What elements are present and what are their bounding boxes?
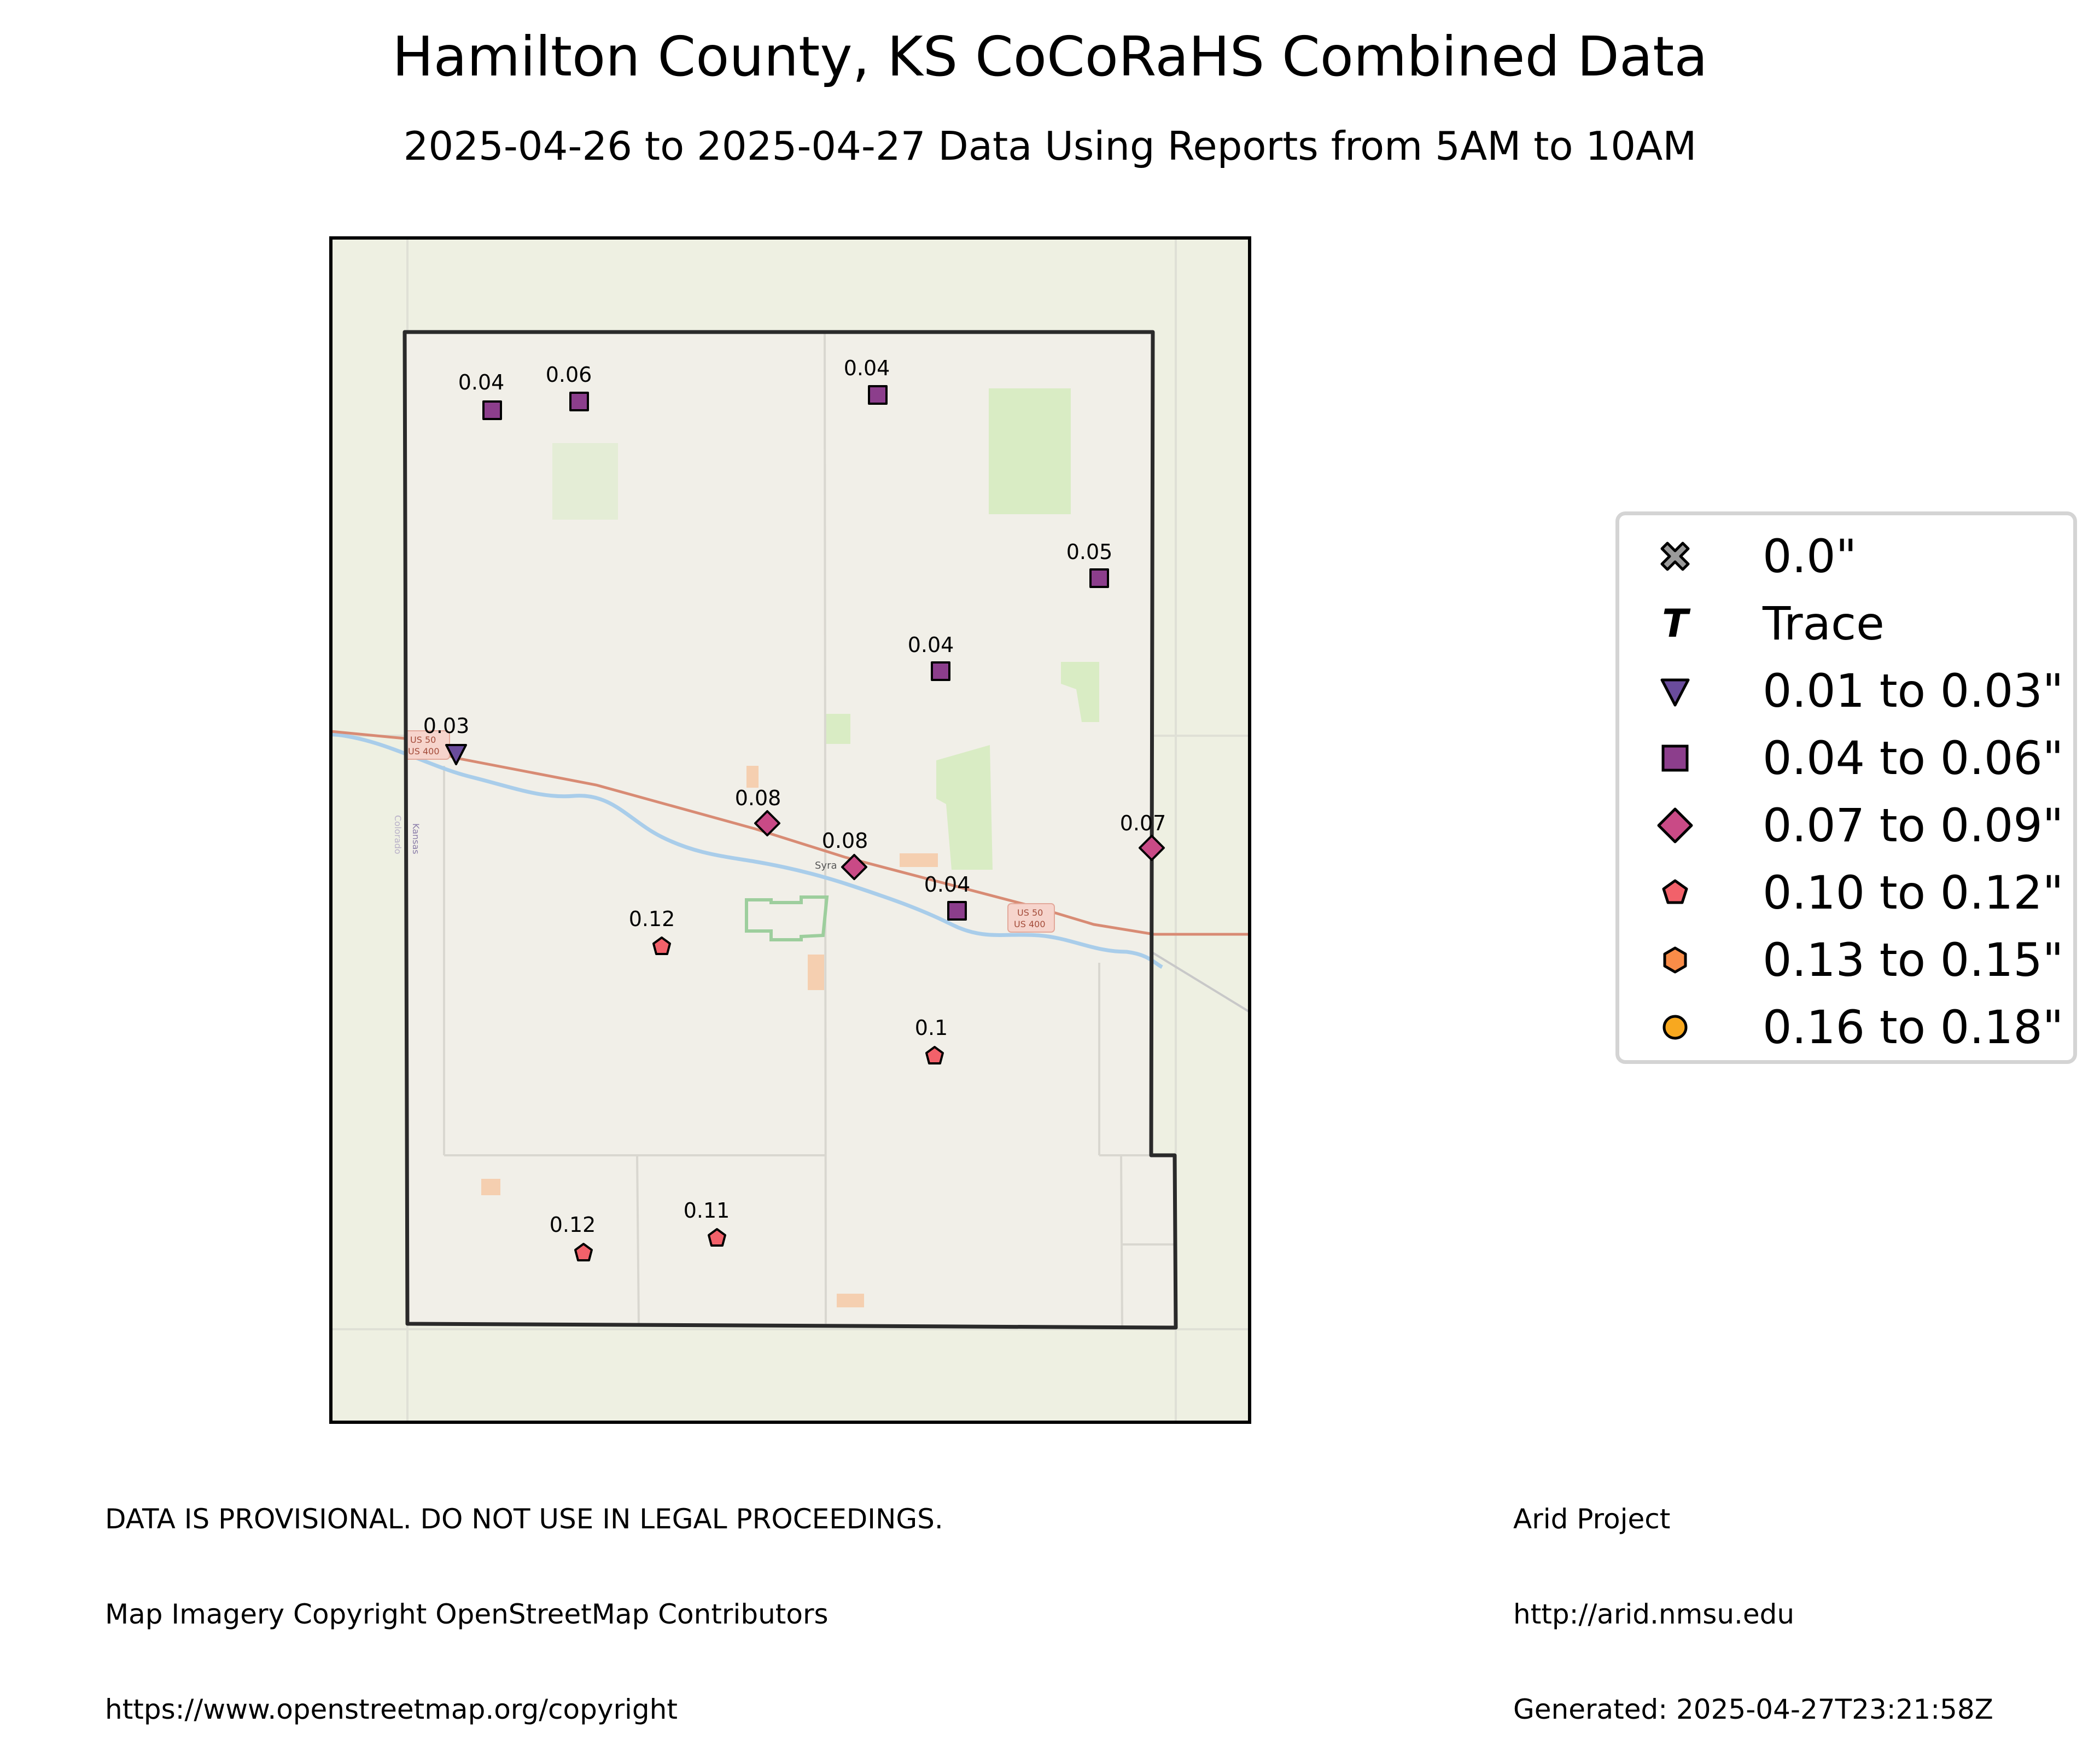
station-4-marker[interactable] (931, 661, 950, 681)
highway-shield-east-line-2: US 400 (1014, 919, 1046, 929)
station-11-marker[interactable] (925, 1046, 944, 1064)
station-5-label: 0.03 (423, 714, 470, 738)
trace-t-icon: T (1662, 602, 1691, 645)
highway-shield-east: US 50 US 400 (1007, 903, 1055, 933)
township-lines (443, 331, 1176, 1328)
legend-label-004-006: 0.04 to 0.06" (1763, 731, 2064, 785)
station-2-marker[interactable] (868, 385, 888, 405)
pentagon-marker-icon (1662, 879, 1688, 904)
county-area (405, 332, 1176, 1328)
legend-label-010-012: 0.10 to 0.12" (1763, 866, 2064, 920)
legend-item-010-012: 0.10 to 0.12" (1619, 863, 2073, 923)
station-7-marker[interactable] (841, 854, 867, 880)
highway-shield-east-line-1: US 50 (1017, 907, 1043, 918)
footer-right-line-1: Arid Project (1513, 1503, 1671, 1535)
footer-left-line-1: DATA IS PROVISIONAL. DO NOT USE IN LEGAL… (105, 1503, 943, 1535)
station-11-label: 0.1 (915, 1016, 948, 1040)
legend-item-016-018: 0.16 to 0.18" (1619, 997, 2073, 1057)
station-12-marker[interactable] (574, 1243, 593, 1261)
state-label-kansas: Kansas (411, 823, 421, 854)
station-4-label: 0.04 (908, 633, 954, 657)
diamond-marker-icon (1657, 807, 1693, 843)
svg-text:T: T (1662, 602, 1691, 645)
footer-credits: Arid Project http://arid.nmsu.edu Genera… (1513, 1440, 1993, 1757)
legend-item-007-009: 0.07 to 0.09" (1619, 795, 2073, 856)
legend-item-004-006: 0.04 to 0.06" (1619, 728, 2073, 788)
green-areas (552, 388, 1099, 870)
land-use-spots (481, 766, 938, 1307)
legend-label-trace: Trace (1763, 597, 1885, 650)
station-6-label: 0.08 (735, 786, 781, 810)
legend-label-001-003: 0.01 to 0.03" (1763, 664, 2064, 718)
footer-right-line-3: Generated: 2025-04-27T23:21:58Z (1513, 1694, 1993, 1725)
map-panel[interactable]: US 50 US 400 US 50 US 400 Syra Kansas Co… (0, 0, 2100, 1575)
station-6-marker[interactable] (754, 810, 780, 836)
stations-layer: 0.04 0.06 0.04 0.05 0.04 0.03 0.08 0.08 … (423, 356, 1166, 1261)
map-frame (329, 236, 1251, 1424)
legend-item-zero: 0.0" (1619, 526, 2073, 586)
station-5-marker[interactable] (445, 744, 467, 765)
triangle-marker-icon (1660, 678, 1690, 707)
state-label-colorado: Colorado (393, 815, 403, 854)
highway-shield-west-line-1: US 50 (410, 735, 436, 745)
footer-left-line-3: https://www.openstreetmap.org/copyright (105, 1694, 678, 1725)
station-10-marker[interactable] (652, 936, 671, 955)
legend-label-007-009: 0.07 to 0.09" (1763, 799, 2064, 852)
station-3-label: 0.05 (1066, 540, 1113, 564)
station-8-label: 0.07 (1120, 811, 1166, 835)
page-title: Hamilton County, KS CoCoRaHS Combined Da… (392, 25, 1708, 89)
station-1-marker[interactable] (569, 392, 589, 411)
square-marker-icon (1661, 744, 1689, 772)
legend-label-013-015: 0.13 to 0.15" (1763, 933, 2064, 987)
station-0-marker[interactable] (482, 400, 502, 420)
station-13-marker[interactable] (708, 1228, 726, 1247)
x-marker-icon (1660, 542, 1690, 571)
station-2-label: 0.04 (844, 356, 890, 380)
county-border (402, 330, 1178, 1330)
footer-disclaimer: DATA IS PROVISIONAL. DO NOT USE IN LEGAL… (105, 1440, 943, 1757)
station-3-marker[interactable] (1089, 568, 1109, 588)
railway (1150, 951, 1251, 1013)
footer-left-line-2: Map Imagery Copyright OpenStreetMap Cont… (105, 1598, 829, 1630)
legend-item-001-003: 0.01 to 0.03" (1619, 661, 2073, 721)
station-9-label: 0.04 (924, 872, 971, 897)
legend-item-013-015: 0.13 to 0.15" (1619, 930, 2073, 990)
legend-label-016-018: 0.16 to 0.18" (1763, 1000, 2064, 1054)
river (330, 732, 1163, 969)
station-0-label: 0.04 (458, 370, 505, 394)
station-12-label: 0.12 (550, 1213, 596, 1237)
station-1-label: 0.06 (546, 363, 592, 387)
station-10-label: 0.12 (629, 907, 675, 931)
legend: 0.0" T Trace 0.01 to 0.03" 0.04 to 0.06"… (1615, 511, 2077, 1064)
page-subtitle: 2025-04-26 to 2025-04-27 Data Using Repo… (403, 123, 1697, 169)
station-8-marker[interactable] (1139, 835, 1165, 861)
station-13-label: 0.11 (684, 1199, 730, 1223)
hexagon-marker-icon (1663, 946, 1687, 974)
park-outline (745, 895, 829, 941)
highway-shield-west-line-2: US 400 (408, 746, 440, 757)
legend-label-zero: 0.0" (1763, 530, 1857, 583)
station-9-marker[interactable] (947, 901, 967, 921)
circle-marker-icon (1662, 1015, 1688, 1040)
footer-right-line-2: http://arid.nmsu.edu (1513, 1598, 1795, 1630)
station-7-label: 0.08 (822, 829, 868, 853)
legend-item-trace: T Trace (1619, 594, 2073, 654)
town-label: Syra (815, 860, 837, 871)
